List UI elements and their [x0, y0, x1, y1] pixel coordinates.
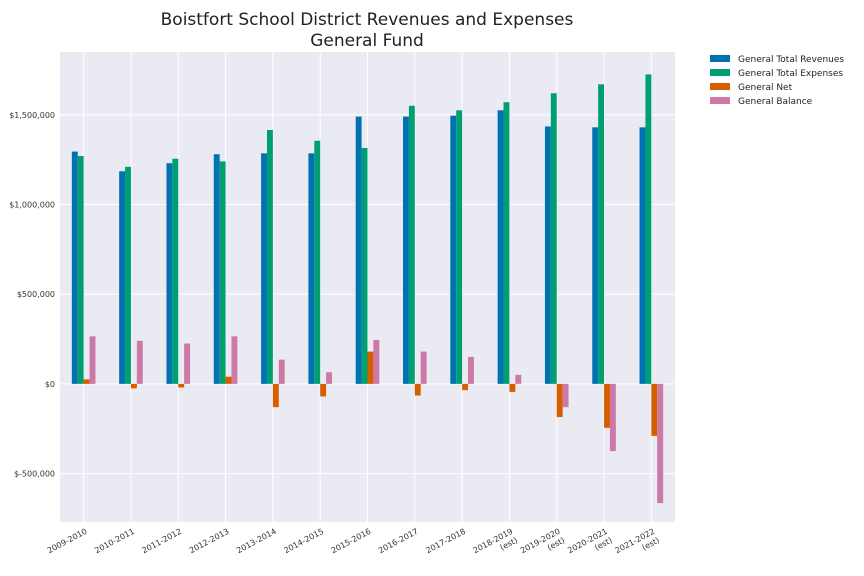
y-tick-label: $0	[45, 380, 55, 389]
bar	[119, 171, 126, 384]
bar	[550, 93, 557, 384]
y-axis-ticks: $-500,000 $0 $500,000 $1,000,000 $1,500,000	[9, 111, 55, 479]
bar	[408, 105, 415, 384]
bar	[130, 383, 137, 389]
bar	[314, 140, 321, 384]
chart-title-line-1: Boistfort School District Revenues and E…	[161, 10, 574, 30]
legend-label: General Total Revenues	[738, 55, 844, 65]
bar	[219, 161, 226, 384]
bar	[184, 343, 191, 384]
bar	[645, 74, 652, 384]
legend-swatch	[710, 69, 730, 76]
legend-swatch	[710, 55, 730, 62]
legend-swatch	[710, 97, 730, 104]
bar	[403, 116, 409, 384]
legend: General Total Revenues General Total Expe…	[710, 55, 844, 107]
bar	[83, 379, 90, 384]
bar	[367, 351, 374, 384]
bar	[355, 116, 362, 384]
bar	[261, 153, 267, 384]
bar	[231, 336, 238, 384]
y-tick-label: $500,000	[17, 290, 55, 299]
bar	[125, 166, 131, 384]
bar	[326, 372, 332, 384]
bar	[468, 356, 474, 384]
y-tick-label: $1,000,000	[9, 200, 55, 209]
bar	[639, 127, 646, 384]
bar	[420, 351, 427, 384]
bar	[456, 110, 463, 384]
y-tick-label: $1,500,000	[9, 111, 55, 120]
bar	[450, 115, 457, 384]
bar	[361, 147, 368, 384]
bar	[71, 151, 78, 384]
bar	[278, 359, 285, 384]
bar	[509, 383, 516, 392]
bar	[598, 84, 605, 384]
bar	[462, 383, 469, 391]
bar	[515, 374, 522, 384]
bar	[503, 102, 510, 384]
bar	[272, 383, 279, 408]
bar	[178, 383, 185, 388]
bar	[414, 383, 421, 396]
bar	[556, 383, 563, 418]
bar	[266, 130, 273, 384]
bar	[497, 110, 504, 384]
bar	[604, 383, 610, 428]
legend-swatch	[710, 83, 730, 90]
bar	[592, 127, 599, 384]
chart-title-line-2: General Fund	[310, 31, 424, 51]
bar	[136, 340, 143, 384]
y-tick-label: $-500,000	[14, 470, 55, 479]
bar	[544, 126, 551, 384]
bar	[562, 383, 569, 408]
legend-label: General Total Expenses	[738, 69, 843, 79]
bar	[651, 383, 658, 436]
bar	[225, 376, 232, 384]
bar	[657, 383, 664, 504]
bars	[71, 74, 664, 504]
legend-label: General Net	[738, 83, 793, 93]
bar	[172, 158, 179, 384]
legend-label: General Balance	[738, 97, 813, 107]
bar	[89, 336, 96, 384]
bar	[213, 154, 220, 384]
bar	[77, 156, 84, 384]
bar	[308, 153, 315, 384]
bar	[166, 163, 173, 384]
bar	[373, 339, 380, 384]
bar	[609, 383, 616, 452]
bar	[320, 383, 327, 397]
